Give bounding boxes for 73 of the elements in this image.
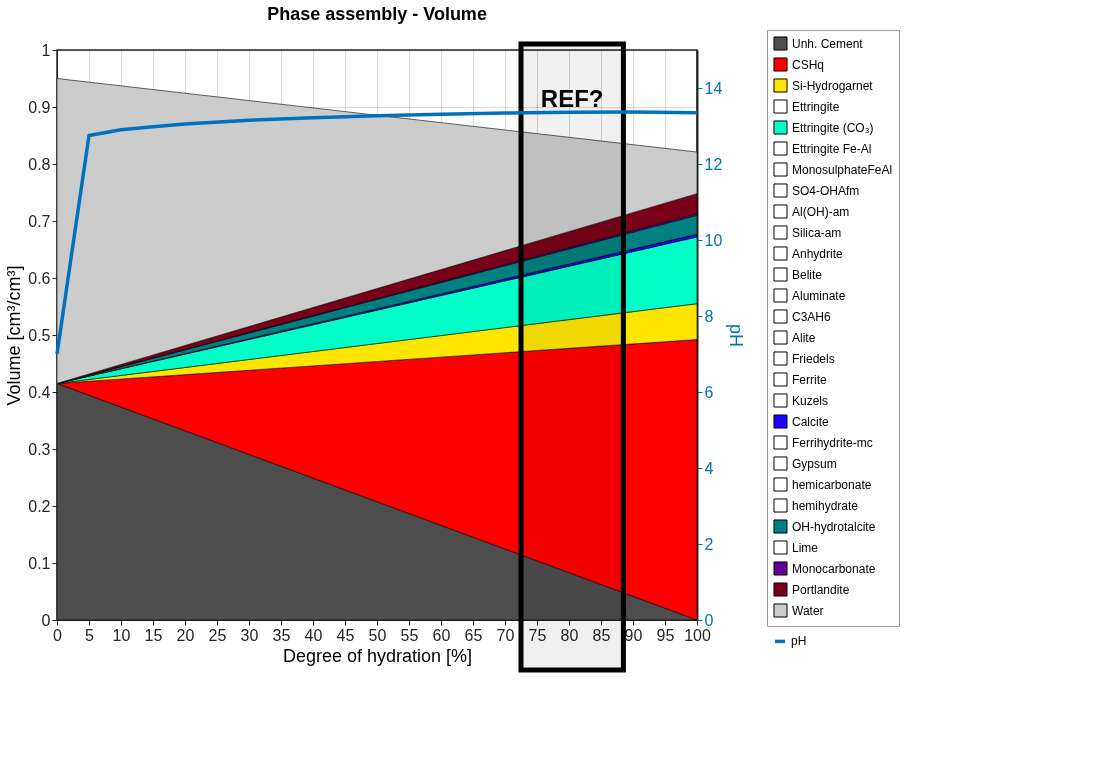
y-tick-label: 0	[41, 611, 51, 629]
legend-label: Aluminate	[792, 288, 846, 303]
legend-label: OH-hydrotalcite	[792, 519, 876, 534]
legend-label: Ettringite	[792, 99, 840, 114]
legend-label: Si-Hydrogarnet	[792, 78, 874, 93]
y2-tick-label: 8	[704, 307, 714, 325]
legend-label: C3AH6	[792, 309, 832, 324]
legend-label: Ettringite (CO₃)	[792, 120, 874, 135]
x-tick-label: 10	[112, 626, 131, 644]
x-axis-title: Degree of hydration [%]	[282, 645, 473, 666]
y-axis-title: Volume [cm³/cm³]	[4, 265, 25, 406]
legend-label: Alite	[792, 330, 816, 345]
y-tick-label: 0.3	[28, 440, 51, 458]
x-tick-label: 85	[592, 626, 611, 644]
legend-label: Unh. Cement	[792, 36, 864, 51]
legend-label: SO4-OHAfm	[792, 183, 860, 198]
x-tick-label: 15	[144, 626, 163, 644]
legend-label: Silica-am	[792, 225, 842, 240]
legend-label: Ferrite	[792, 372, 827, 387]
legend-label: Anhydrite	[792, 246, 844, 261]
legend-label: Ferrihydrite-mc	[792, 435, 873, 450]
x-tick-label: 40	[304, 626, 323, 644]
x-tick-label: 55	[400, 626, 419, 644]
legend-label: Lime	[792, 540, 819, 555]
legend-label: CSHq	[792, 57, 825, 72]
legend-label: Monocarbonate	[792, 561, 876, 576]
legend-label: Portlandite	[792, 582, 850, 597]
x-tick-label: 100	[684, 626, 711, 644]
legend-label: Al(OH)-am	[792, 204, 850, 219]
x-tick-label: 95	[656, 626, 675, 644]
band-label: REF?	[540, 85, 604, 112]
y-tick-label: 0.4	[28, 383, 51, 401]
y-tick-label: 0.7	[28, 212, 51, 230]
x-tick-label: 35	[272, 626, 291, 644]
y-tick-label: 1	[41, 41, 51, 59]
y-tick-label: 0.5	[28, 326, 51, 344]
x-tick-label: 45	[336, 626, 355, 644]
legend-label: Calcite	[792, 414, 830, 429]
y2-tick-label: 4	[704, 459, 714, 477]
y-tick-label: 0.9	[28, 98, 51, 116]
legend-label: hemicarbonate	[792, 477, 872, 492]
y2-tick-label: 0	[704, 611, 714, 629]
y2-axis-title: pH	[726, 323, 747, 348]
y2-tick-label: 10	[704, 231, 723, 249]
legend-label: Belite	[792, 267, 823, 282]
x-tick-label: 70	[496, 626, 515, 644]
legend-label: Friedels	[792, 351, 835, 366]
x-tick-label: 75	[528, 626, 547, 644]
y-tick-label: 0.2	[28, 497, 51, 515]
y-tick-label: 0.6	[28, 269, 51, 287]
x-tick-label: 25	[208, 626, 227, 644]
legend-label: Water	[792, 603, 824, 618]
y2-tick-label: 6	[704, 383, 714, 401]
legend-label: Ettringite Fe-Al	[792, 141, 872, 156]
x-tick-label: 60	[432, 626, 451, 644]
x-tick-label: 65	[464, 626, 483, 644]
chart-title: Phase assembly - Volume	[267, 3, 487, 24]
x-tick-label: 30	[240, 626, 259, 644]
y2-tick-label: 12	[704, 155, 723, 173]
x-tick-label: 20	[176, 626, 195, 644]
x-tick-label: 5	[85, 626, 95, 644]
legend-label: MonosulphateFeAl	[792, 162, 893, 177]
legend-label: hemihydrate	[792, 498, 859, 513]
y2-tick-label: 2	[704, 535, 714, 553]
y2-tick-label: 14	[704, 79, 723, 97]
y-tick-label: 0.1	[28, 554, 51, 572]
y-tick-label: 0.8	[28, 155, 51, 173]
x-tick-label: 50	[368, 626, 387, 644]
x-tick-label: 0	[53, 626, 63, 644]
x-tick-label: 80	[560, 626, 579, 644]
legend-label: pH	[791, 634, 807, 649]
legend-label: Kuzels	[792, 393, 829, 408]
legend-label: Gypsum	[792, 456, 837, 471]
